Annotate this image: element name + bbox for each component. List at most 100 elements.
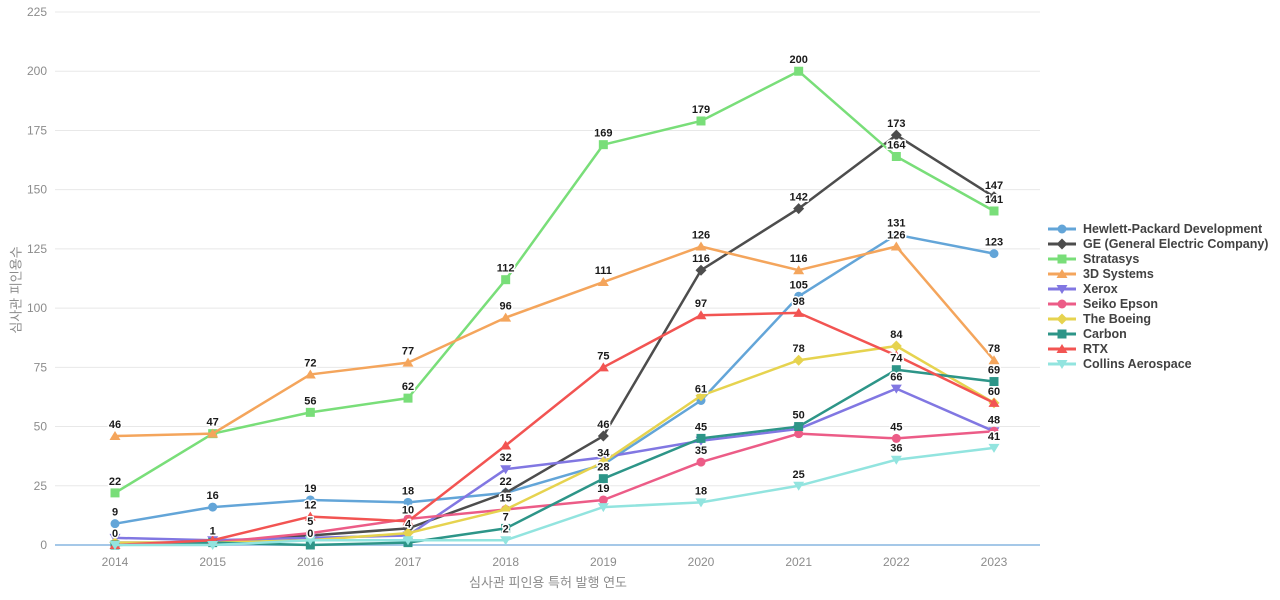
data-point-stratasys-2022[interactable] [891, 152, 901, 162]
data-point-seiko-epson-2023[interactable] [989, 426, 999, 436]
data-point-carbon-2018[interactable] [501, 523, 511, 533]
data-point-carbon-2021[interactable] [794, 422, 804, 432]
data-point-collins-aerospace-2021[interactable] [793, 481, 805, 491]
data-point-collins-aerospace-2015[interactable] [207, 541, 219, 550]
data-point-the-boeing-2017[interactable] [402, 527, 414, 539]
value-label: 60 [988, 386, 1000, 398]
data-point-3d-systems-2014[interactable] [109, 431, 121, 441]
y-tick-label: 125 [27, 242, 47, 256]
data-point-3d-systems-2019[interactable] [597, 277, 609, 287]
data-point-collins-aerospace-2019[interactable] [597, 503, 609, 513]
legend-item-seiko-epson[interactable]: Seiko Epson [1046, 296, 1268, 311]
data-point-the-boeing-2022[interactable] [890, 340, 902, 352]
data-point-collins-aerospace-2016[interactable] [304, 536, 316, 546]
data-point-3d-systems-2021[interactable] [793, 265, 805, 275]
value-label: 141 [985, 194, 1003, 206]
data-point-carbon-2020[interactable] [696, 433, 706, 443]
data-point-collins-aerospace-2018[interactable] [500, 536, 512, 546]
series-line-the-boeing [115, 344, 995, 544]
y-tick-label: 75 [34, 360, 48, 374]
data-point-stratasys-2018[interactable] [501, 275, 511, 285]
data-point-3d-systems-2018[interactable] [500, 312, 512, 322]
data-point-rtx-2016[interactable] [304, 511, 316, 521]
legend-item-the-boeing[interactable]: The Boeing [1046, 311, 1268, 326]
data-point-ge-general-electric-company-2021[interactable] [793, 203, 805, 215]
value-label: 7 [503, 511, 509, 523]
data-point-rtx-2017[interactable] [402, 516, 414, 526]
data-point-xerox-2022[interactable] [890, 384, 902, 394]
value-label: 10 [402, 504, 414, 516]
data-point-ge-general-electric-company-2019[interactable] [597, 430, 609, 442]
data-point-collins-aerospace-2020[interactable] [695, 498, 707, 508]
value-label: 112 [497, 263, 515, 275]
data-point-hewlett-packard-development-2023[interactable] [989, 249, 999, 259]
value-label: 142 [789, 192, 807, 204]
legend-label: Stratasys [1083, 251, 1140, 266]
series-line-hewlett-packard-development [114, 233, 995, 525]
data-point-hewlett-packard-development-2015[interactable] [208, 502, 218, 512]
data-point-seiko-epson-2022[interactable] [891, 433, 901, 443]
data-point-hewlett-packard-development-2022[interactable] [891, 230, 901, 240]
legend-item-hewlett-packard-development[interactable]: Hewlett-Packard Development [1046, 221, 1268, 236]
data-point-3d-systems-2015[interactable] [207, 428, 219, 438]
data-point-ge-general-electric-company-2023[interactable] [988, 191, 1000, 203]
data-point-hewlett-packard-development-2016[interactable] [305, 495, 315, 505]
data-point-stratasys-2019[interactable] [598, 140, 608, 150]
y-axis-title: 심사관 피인용수 [8, 246, 24, 334]
data-point-collins-aerospace-2022[interactable] [890, 455, 902, 465]
legend-label: RTX [1083, 341, 1108, 356]
data-point-carbon-2019[interactable] [598, 474, 608, 484]
data-point-collins-aerospace-2014[interactable] [109, 541, 121, 550]
legend-item-3d-systems[interactable]: 3D Systems [1046, 266, 1268, 281]
value-label: 111 [595, 265, 612, 277]
data-point-rtx-2018[interactable] [500, 440, 512, 450]
data-point-3d-systems-2016[interactable] [304, 369, 316, 379]
legend-item-xerox[interactable]: Xerox [1046, 281, 1268, 296]
legend-marker-seiko-epson [1048, 299, 1076, 308]
data-point-stratasys-2017[interactable] [403, 393, 413, 403]
value-label: 164 [887, 140, 906, 152]
data-point-carbon-2023[interactable] [989, 377, 999, 387]
data-point-rtx-2022[interactable] [890, 350, 902, 360]
data-point-ge-general-electric-company-2022[interactable] [890, 129, 902, 141]
data-point-3d-systems-2020[interactable] [695, 241, 707, 251]
data-point-seiko-epson-2020[interactable] [696, 457, 706, 467]
legend-item-collins-aerospace[interactable]: Collins Aerospace [1046, 356, 1268, 371]
data-point-hewlett-packard-development-2014[interactable] [110, 519, 120, 529]
data-point-collins-aerospace-2023[interactable] [988, 443, 1000, 453]
data-point-carbon-2022[interactable] [891, 365, 901, 375]
data-point-stratasys-2020[interactable] [696, 116, 706, 126]
legend-item-carbon[interactable]: Carbon [1046, 326, 1268, 341]
legend-item-rtx[interactable]: RTX [1046, 341, 1268, 356]
data-point-seiko-epson-2021[interactable] [794, 429, 804, 439]
data-point-ge-general-electric-company-2018[interactable] [500, 487, 512, 499]
data-point-the-boeing-2018[interactable] [500, 503, 512, 515]
legend-item-ge-general-electric-company[interactable]: GE (General Electric Company) [1046, 236, 1268, 251]
data-point-rtx-2020[interactable] [695, 310, 707, 320]
data-point-stratasys-2014[interactable] [110, 488, 120, 498]
data-point-collins-aerospace-2017[interactable] [402, 536, 414, 546]
data-point-stratasys-2021[interactable] [794, 66, 804, 76]
data-point-hewlett-packard-development-2017[interactable] [403, 497, 413, 507]
data-point-stratasys-2023[interactable] [989, 206, 999, 216]
data-point-the-boeing-2021[interactable] [793, 354, 805, 366]
data-point-rtx-2021[interactable] [793, 307, 805, 317]
data-point-3d-systems-2022[interactable] [890, 241, 902, 251]
value-label: 32 [500, 452, 512, 464]
data-point-seiko-epson-2019[interactable] [598, 495, 608, 505]
data-point-the-boeing-2020[interactable] [695, 390, 707, 402]
data-point-rtx-2023[interactable] [988, 397, 1000, 407]
data-point-hewlett-packard-development-2021[interactable] [794, 291, 804, 301]
legend-marker-the-boeing [1048, 313, 1076, 324]
data-point-xerox-2018[interactable] [500, 465, 512, 475]
data-point-the-boeing-2019[interactable] [597, 456, 609, 468]
data-point-3d-systems-2023[interactable] [988, 355, 1000, 365]
y-tick-label: 150 [27, 183, 47, 197]
data-point-3d-systems-2017[interactable] [402, 357, 414, 367]
data-point-ge-general-electric-company-2020[interactable] [695, 264, 707, 276]
data-point-seiko-epson-2016[interactable] [305, 528, 315, 538]
legend-item-stratasys[interactable]: Stratasys [1046, 251, 1268, 266]
data-point-stratasys-2016[interactable] [305, 407, 315, 417]
data-point-rtx-2019[interactable] [597, 362, 609, 372]
x-axis-title: 심사관 피인용 특허 발행 연도 [469, 575, 627, 590]
